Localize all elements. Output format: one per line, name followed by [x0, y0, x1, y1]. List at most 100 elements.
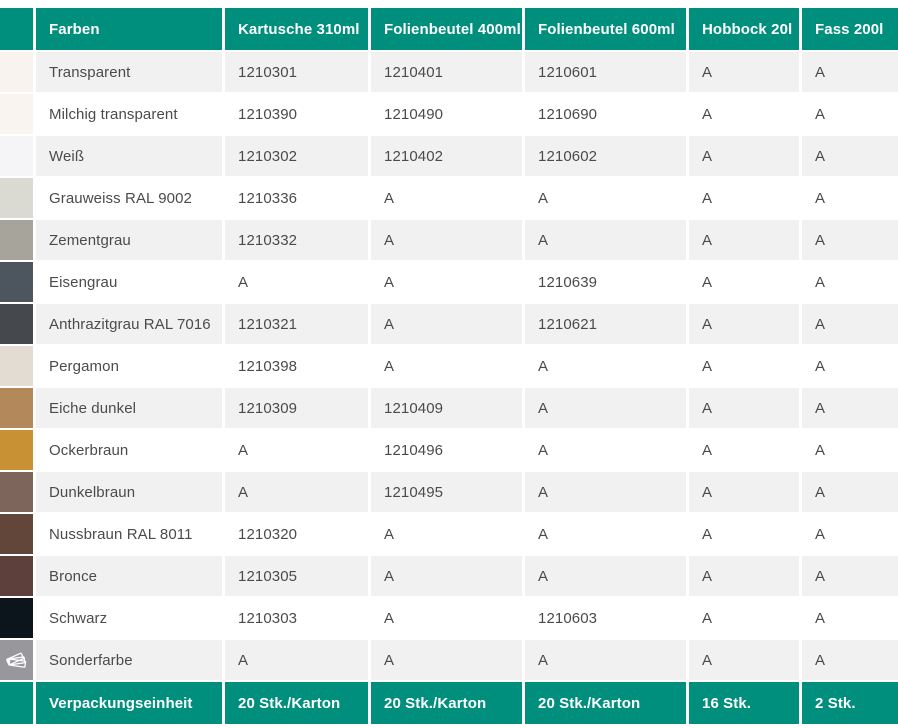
article-cell: A: [371, 514, 522, 554]
color-swatch: [0, 472, 33, 512]
article-cell: A: [371, 304, 522, 344]
color-name: Bronce: [36, 556, 222, 596]
article-cell: 1210305: [225, 556, 368, 596]
article-cell: 1210321: [225, 304, 368, 344]
article-cell: A: [802, 52, 898, 92]
article-cell: 1210320: [225, 514, 368, 554]
article-cell: 1210621: [525, 304, 686, 344]
column-header-folienbeutel-600ml: Folienbeutel 600ml: [525, 8, 686, 50]
article-cell: A: [689, 220, 799, 260]
article-cell: A: [689, 640, 799, 680]
column-header-farben: Farben: [36, 8, 222, 50]
article-cell: 1210332: [225, 220, 368, 260]
article-cell: 1210309: [225, 388, 368, 428]
column-header-fass-200l: Fass 200l: [802, 8, 898, 50]
color-swatch: [0, 94, 33, 134]
article-cell: A: [371, 598, 522, 638]
article-cell: A: [225, 262, 368, 302]
color-name: Dunkelbraun: [36, 472, 222, 512]
article-cell: A: [802, 94, 898, 134]
color-swatch: [0, 346, 33, 386]
article-cell: 1210639: [525, 262, 686, 302]
article-cell: 1210601: [525, 52, 686, 92]
color-name: Sonderfarbe: [36, 640, 222, 680]
color-name: Ockerbraun: [36, 430, 222, 470]
article-cell: A: [802, 472, 898, 512]
article-cell: 1210302: [225, 136, 368, 176]
article-cell: A: [689, 94, 799, 134]
article-cell: A: [525, 472, 686, 512]
article-cell: A: [371, 346, 522, 386]
article-cell: 1210496: [371, 430, 522, 470]
article-cell: A: [689, 388, 799, 428]
article-cell: 1210301: [225, 52, 368, 92]
article-cell: A: [371, 178, 522, 218]
color-name: Eiche dunkel: [36, 388, 222, 428]
footer-swatch-cell: [0, 682, 33, 724]
article-cell: A: [689, 598, 799, 638]
color-name: Transparent: [36, 52, 222, 92]
article-cell: A: [802, 136, 898, 176]
article-cell: 1210398: [225, 346, 368, 386]
footer-value-fass: 2 Stk.: [802, 682, 898, 724]
color-swatch: [0, 388, 33, 428]
color-swatch: [0, 598, 33, 638]
article-cell: A: [689, 556, 799, 596]
swatch-column-header: [0, 8, 33, 50]
footer-value-folienbeutel-400: 20 Stk./Karton: [371, 682, 522, 724]
article-cell: A: [525, 388, 686, 428]
article-cell: 1210602: [525, 136, 686, 176]
column-header-folienbeutel-400ml: Folienbeutel 400ml: [371, 8, 522, 50]
color-name: Zementgrau: [36, 220, 222, 260]
color-name: Milchig transparent: [36, 94, 222, 134]
article-cell: A: [802, 178, 898, 218]
article-cell: 1210690: [525, 94, 686, 134]
article-cell: 1210402: [371, 136, 522, 176]
color-swatch: [0, 136, 33, 176]
article-cell: A: [802, 388, 898, 428]
article-cell: A: [525, 178, 686, 218]
color-swatch: [0, 556, 33, 596]
column-header-hobbock-20l: Hobbock 20l: [689, 8, 799, 50]
color-swatch: [0, 304, 33, 344]
article-cell: A: [802, 556, 898, 596]
article-cell: 1210495: [371, 472, 522, 512]
article-cell: A: [689, 262, 799, 302]
article-cell: A: [802, 262, 898, 302]
color-fan-icon: [5, 650, 29, 670]
article-cell: A: [525, 346, 686, 386]
article-cell: 1210336: [225, 178, 368, 218]
color-swatch: [0, 262, 33, 302]
article-cell: A: [689, 52, 799, 92]
article-cell: A: [689, 304, 799, 344]
article-cell: A: [802, 430, 898, 470]
article-cell: A: [689, 178, 799, 218]
article-cell: A: [525, 640, 686, 680]
article-cell: A: [371, 220, 522, 260]
article-cell: A: [802, 598, 898, 638]
article-cell: A: [371, 640, 522, 680]
color-swatch: [0, 514, 33, 554]
article-cell: A: [802, 304, 898, 344]
article-cell: A: [525, 430, 686, 470]
color-name: Pergamon: [36, 346, 222, 386]
article-cell: 1210409: [371, 388, 522, 428]
article-cell: A: [225, 430, 368, 470]
footer-value-hobbock: 16 Stk.: [689, 682, 799, 724]
product-table: Farben Kartusche 310ml Folienbeutel 400m…: [0, 8, 898, 724]
article-cell: A: [802, 514, 898, 554]
article-cell: A: [371, 262, 522, 302]
footer-value-folienbeutel-600: 20 Stk./Karton: [525, 682, 686, 724]
column-header-kartusche-310ml: Kartusche 310ml: [225, 8, 368, 50]
article-cell: 1210401: [371, 52, 522, 92]
article-cell: A: [689, 346, 799, 386]
article-cell: A: [802, 220, 898, 260]
article-cell: 1210603: [525, 598, 686, 638]
color-swatch: [0, 430, 33, 470]
color-swatch: [0, 52, 33, 92]
article-cell: A: [802, 640, 898, 680]
article-cell: A: [689, 430, 799, 470]
article-cell: A: [689, 136, 799, 176]
article-cell: 1210303: [225, 598, 368, 638]
